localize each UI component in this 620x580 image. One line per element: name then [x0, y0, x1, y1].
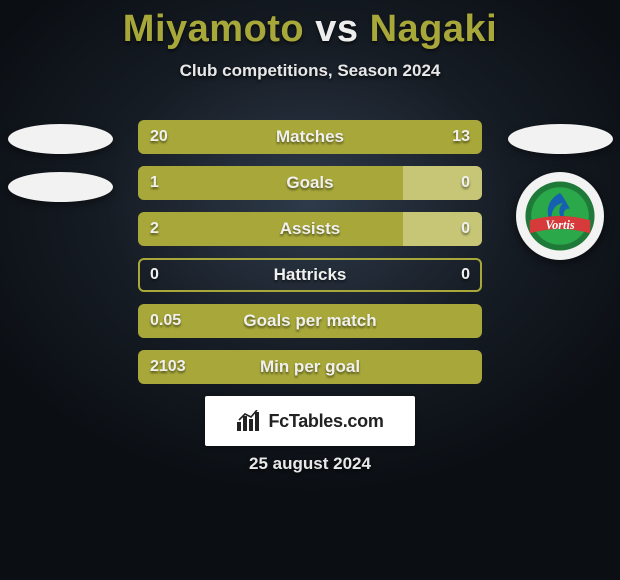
stat-row-assists: Assists20 [138, 212, 482, 246]
stat-seg-right [403, 212, 482, 246]
stat-track [138, 304, 482, 338]
stat-row-goals-per-match: Goals per match0.05 [138, 304, 482, 338]
title-vs: vs [315, 8, 358, 50]
vortis-crest-icon: Vortis [524, 180, 596, 252]
title-player-left: Miyamoto [123, 8, 304, 50]
stat-track [138, 166, 482, 200]
date-label: 25 august 2024 [0, 454, 620, 474]
fctables-bars-icon [236, 410, 262, 432]
container: Miyamoto vs Nagaki Club competitions, Se… [0, 0, 620, 580]
stat-row-matches: Matches2013 [138, 120, 482, 154]
right-club-badge-2: Vortis [516, 172, 604, 260]
stat-track [138, 212, 482, 246]
subtitle: Club competitions, Season 2024 [0, 61, 620, 81]
stat-seg-left [138, 166, 403, 200]
fctables-text: FcTables.com [268, 411, 383, 432]
stat-track [138, 350, 482, 384]
stat-row-goals: Goals10 [138, 166, 482, 200]
stat-seg-left [138, 304, 482, 338]
stat-track [138, 258, 482, 292]
left-player-badges [0, 112, 130, 220]
stat-seg-left [138, 212, 403, 246]
right-player-badges: Vortis [490, 112, 620, 260]
stat-seg-right [346, 120, 482, 154]
page-title: Miyamoto vs Nagaki [0, 0, 620, 51]
stat-seg-left [138, 120, 346, 154]
left-club-badge-1 [8, 124, 113, 154]
stats-area: Matches2013 Goals10 Assists20 Hattricks00 Go… [138, 120, 482, 396]
title-player-right: Nagaki [370, 8, 498, 50]
stat-row-min-per-goal: Min per goal2103 [138, 350, 482, 384]
stat-seg-left [138, 350, 482, 384]
fctables-badge: FcTables.com [205, 396, 415, 446]
stat-track [138, 120, 482, 154]
right-club-badge-1 [508, 124, 613, 154]
crest-banner-text: Vortis [545, 218, 574, 232]
stat-seg-right [403, 166, 482, 200]
left-club-badge-2 [8, 172, 113, 202]
stat-row-hattricks: Hattricks00 [138, 258, 482, 292]
